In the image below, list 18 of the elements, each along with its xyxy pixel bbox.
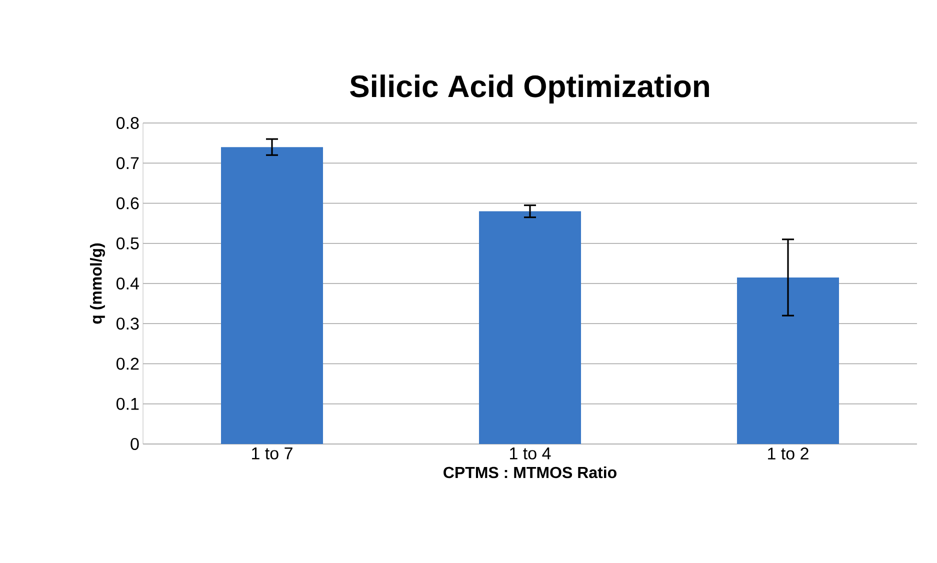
y-tick-label: 0.4: [116, 277, 139, 290]
y-tick-label: 0.5: [116, 237, 139, 250]
y-axis-title: q (mmol/g): [90, 243, 105, 324]
y-tick-label: 0: [130, 438, 139, 450]
y-tick-label: 0.2: [116, 358, 139, 370]
y-tick-label: 0.8: [116, 116, 139, 130]
x-tick-label: 1 to 4: [510, 448, 551, 460]
bar: [737, 277, 840, 444]
bar: [221, 147, 324, 444]
y-tick-label: 0.7: [116, 157, 139, 170]
x-tick-label: 1 to 2: [768, 448, 808, 460]
chart-title: Silicic Acid Optimization: [350, 74, 709, 104]
y-tick-label: 0.1: [116, 398, 139, 410]
y-tick-label: 0.3: [116, 318, 139, 330]
y-tick-label: 0.6: [116, 197, 139, 210]
bar: [479, 211, 582, 444]
x-axis-title: CPTMS : MTMOS Ratio: [444, 466, 616, 478]
x-tick-label: 1 to 7: [252, 448, 292, 460]
